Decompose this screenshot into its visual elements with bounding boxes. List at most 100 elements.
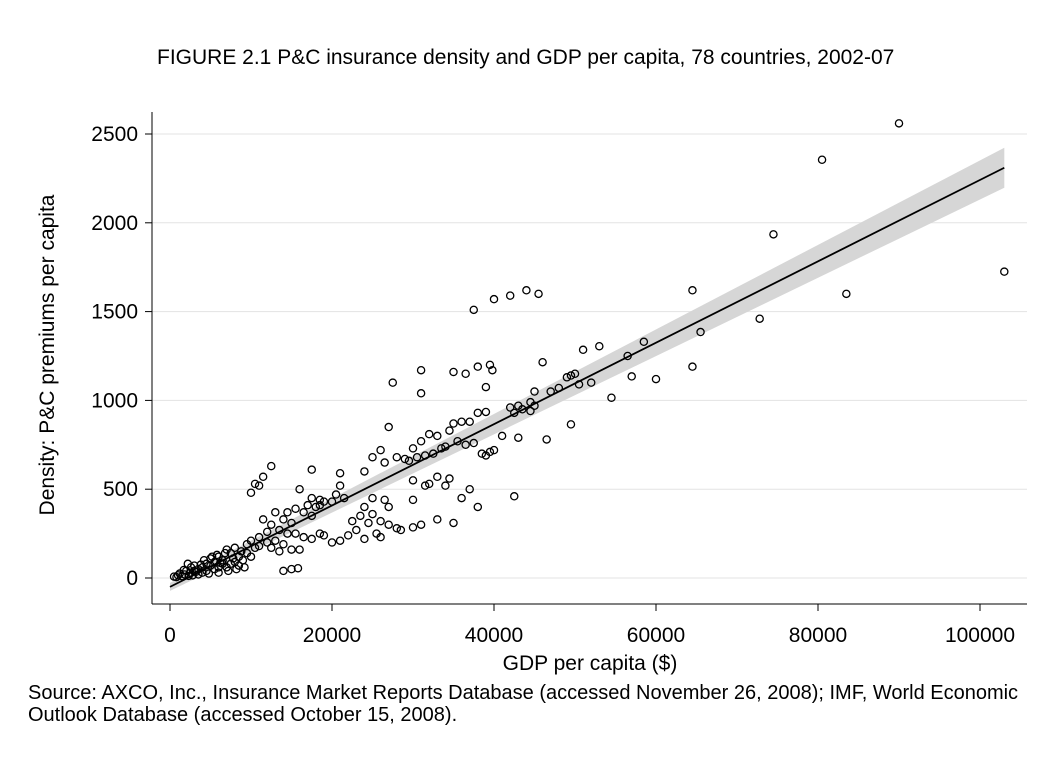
data-point-148 — [262, 527, 272, 537]
data-point-154 — [287, 545, 296, 554]
data-point-43 — [505, 403, 515, 412]
data-point-59 — [445, 426, 454, 435]
data-point-128 — [319, 531, 329, 540]
data-point-62 — [424, 429, 434, 439]
data-point-12 — [651, 374, 661, 384]
data-point-141 — [279, 515, 288, 524]
data-point-93 — [424, 479, 434, 489]
data-point-13 — [595, 341, 604, 351]
data-point-78 — [392, 452, 402, 462]
data-point-109 — [343, 531, 353, 540]
y-tick-label-2: 1000 — [91, 389, 138, 412]
data-point-98 — [380, 495, 389, 505]
data-point-100 — [360, 502, 369, 512]
data-point-114 — [335, 468, 345, 478]
data-point-30 — [416, 365, 426, 375]
x-axis-label: GDP per capita ($) — [503, 652, 678, 675]
x-tick-label-3: 60000 — [627, 624, 685, 647]
data-point-65 — [412, 452, 422, 462]
data-point-204 — [232, 564, 241, 574]
data-point-137 — [307, 465, 316, 474]
data-point-1 — [817, 155, 827, 165]
data-point-116 — [331, 490, 341, 499]
data-point-108 — [352, 525, 361, 535]
data-point-107 — [347, 516, 357, 526]
data-point-83 — [433, 515, 442, 524]
data-point-22 — [522, 286, 531, 295]
data-point-118 — [315, 495, 325, 505]
data-point-6 — [688, 286, 697, 295]
data-point-36 — [481, 382, 491, 392]
data-point-87 — [392, 524, 402, 533]
data-point-48 — [514, 433, 523, 442]
data-point-106 — [356, 511, 365, 521]
data-point-47 — [542, 435, 551, 444]
data-point-77 — [380, 458, 389, 467]
data-point-215 — [204, 569, 214, 578]
data-point-158 — [279, 566, 288, 576]
data-point-61 — [433, 431, 442, 441]
y-tick-label-1: 500 — [103, 478, 138, 501]
data-point-157 — [266, 543, 276, 553]
data-point-51 — [457, 417, 466, 426]
data-point-23 — [505, 291, 515, 300]
data-points — [169, 119, 1009, 582]
data-point-94 — [408, 476, 418, 485]
data-point-16 — [562, 373, 572, 382]
y-axis-ticks: 0 500 1000 1500 2000 2500 — [91, 123, 152, 590]
data-point-85 — [408, 523, 418, 532]
data-point-58 — [481, 451, 491, 460]
data-point-21 — [566, 420, 576, 429]
data-point-212 — [207, 552, 217, 561]
data-point-165 — [246, 552, 256, 561]
data-point-136 — [295, 484, 304, 494]
data-point-11 — [627, 372, 636, 381]
data-point-86 — [396, 525, 406, 535]
data-point-155 — [295, 545, 304, 554]
data-point-195 — [173, 571, 183, 580]
data-point-160 — [293, 563, 303, 573]
data-point-31 — [449, 367, 458, 377]
data-point-206 — [220, 548, 230, 558]
data-point-33 — [488, 365, 497, 375]
data-point-169 — [230, 543, 240, 553]
data-point-111 — [360, 534, 369, 544]
x-tick-label-4: 80000 — [789, 624, 847, 647]
data-point-37 — [530, 387, 539, 396]
data-point-26 — [469, 305, 478, 315]
data-point-147 — [291, 529, 300, 538]
data-point-5 — [755, 314, 764, 323]
data-point-153 — [279, 540, 288, 549]
data-point-103 — [376, 516, 385, 526]
data-point-84 — [416, 520, 426, 529]
data-point-90 — [441, 481, 450, 490]
data-point-9 — [639, 337, 649, 347]
data-point-63 — [416, 436, 426, 446]
data-point-203 — [224, 566, 233, 576]
data-point-79 — [400, 454, 410, 464]
y-tick-label-0: 0 — [126, 567, 138, 590]
data-point-55 — [489, 445, 499, 455]
data-point-99 — [368, 493, 377, 503]
data-point-97 — [384, 502, 393, 512]
data-point-143 — [266, 520, 276, 529]
data-point-18 — [586, 378, 596, 387]
x-tick-label-2: 40000 — [465, 624, 523, 647]
data-point-2 — [769, 230, 778, 239]
data-point-126 — [307, 511, 316, 521]
data-point-89 — [465, 484, 474, 494]
confidence-band — [170, 147, 1005, 591]
data-point-96 — [408, 495, 418, 505]
axes — [151, 112, 1027, 605]
data-point-54 — [497, 431, 507, 441]
data-point-202 — [214, 568, 223, 577]
data-point-119 — [307, 493, 316, 503]
data-point-152 — [271, 536, 280, 545]
data-point-101 — [368, 509, 377, 519]
x-tick-label-5: 100000 — [945, 624, 1015, 647]
data-point-91 — [445, 474, 454, 483]
data-point-19 — [607, 393, 616, 402]
x-tick-label-0: 0 — [164, 624, 176, 647]
data-point-25 — [534, 289, 543, 299]
